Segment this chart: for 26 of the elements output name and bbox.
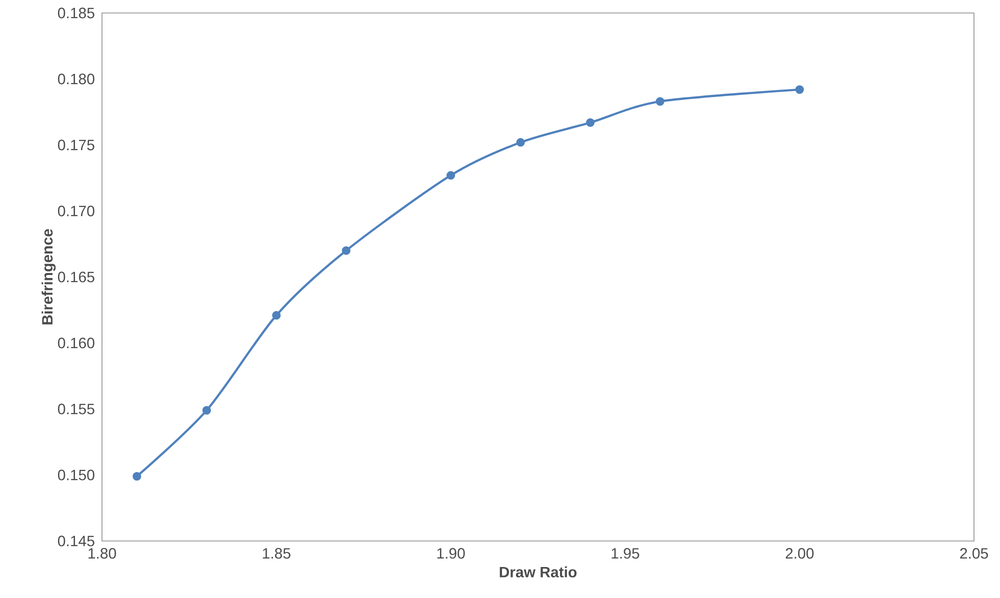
- point: [516, 138, 525, 147]
- x-tick-label: 1.85: [262, 548, 290, 559]
- x-tick-label: 2.05: [960, 548, 988, 559]
- y-tick-label: 0.170: [58, 206, 94, 216]
- point: [272, 310, 281, 320]
- y-axis-title: Birefringence: [42, 229, 56, 324]
- x-axis-title: Draw Ratio: [500, 566, 577, 578]
- point: [446, 171, 456, 180]
- point: [656, 97, 664, 106]
- x-tick-label: 1.90: [437, 548, 465, 559]
- y-tick-label: 0.155: [58, 404, 94, 414]
- point: [342, 246, 350, 255]
- y-tick-label: 0.165: [58, 272, 94, 282]
- point: [795, 85, 804, 94]
- x-tick-label: 1.80: [88, 548, 116, 559]
- y-tick-label: 0.150: [58, 470, 94, 480]
- y-tick-label: 0.185: [58, 8, 94, 18]
- point: [202, 406, 211, 415]
- y-tick-label: 0.180: [58, 74, 94, 84]
- point: [586, 118, 595, 127]
- point: [132, 472, 142, 481]
- y-tick-label: 0.160: [58, 338, 94, 348]
- x-tick-label: 2.00: [786, 548, 814, 559]
- y-tick-label: 0.145: [58, 536, 94, 546]
- y-tick-label: 0.175: [58, 140, 94, 150]
- x-tick-label: 1.95: [612, 548, 640, 559]
